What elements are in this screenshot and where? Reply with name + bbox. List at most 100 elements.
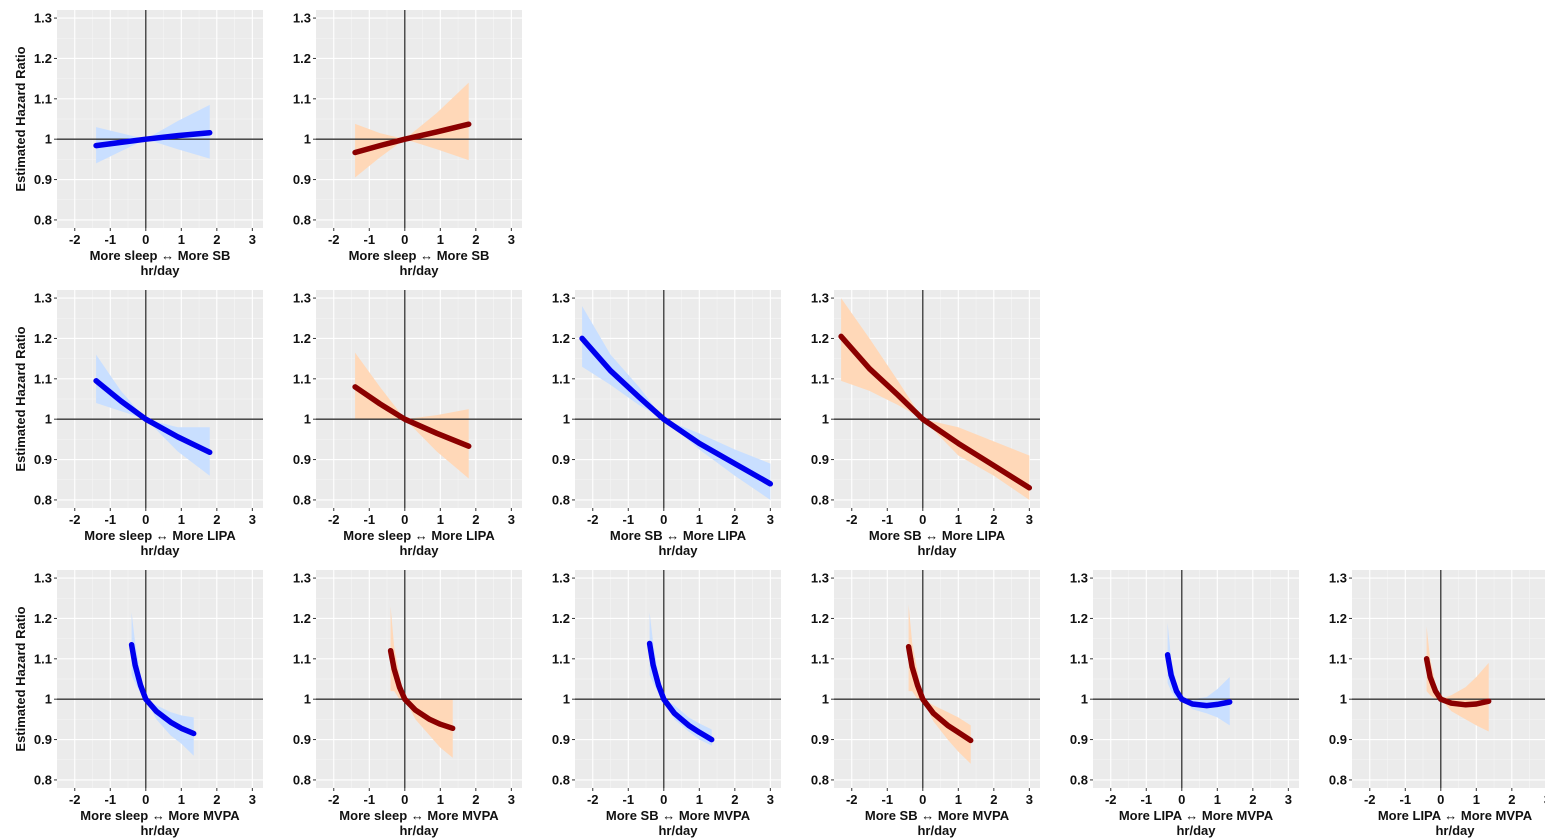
x-tick-label: 3 (508, 792, 515, 807)
x-tick-label: 0 (142, 232, 149, 247)
y-tick-label: 1.2 (34, 331, 52, 346)
x-axis-label: More LIPA ↔ More MVPA (1119, 808, 1274, 823)
y-tick-label: 1.2 (293, 51, 311, 66)
y-tick-label: 1.3 (293, 571, 311, 586)
x-axis-unit: hr/day (1176, 823, 1216, 838)
x-tick-label: 2 (472, 792, 479, 807)
x-tick-label: 1 (955, 792, 962, 807)
y-tick-label: 0.9 (1070, 732, 1088, 747)
x-tick-label: 1 (955, 512, 962, 527)
panel-2-3: 0.8 0.9 1 1.1 1.2 1.3 -2 -1 0 1 2 3 More SB ↔ More L… (552, 290, 781, 558)
x-tick-label: 0 (660, 512, 667, 527)
y-tick-label: 0.8 (1070, 772, 1088, 787)
x-tick-label: 0 (919, 512, 926, 527)
x-axis-unit: hr/day (917, 823, 957, 838)
x-tick-label: 2 (1249, 792, 1256, 807)
y-tick-label: 1.2 (552, 611, 570, 626)
x-tick-label: -2 (587, 792, 599, 807)
x-axis-unit: hr/day (140, 263, 180, 278)
x-axis-label: More sleep ↔ More SB (90, 248, 231, 263)
y-tick-label: 1.2 (293, 611, 311, 626)
x-axis-unit: hr/day (658, 823, 698, 838)
panel-2-1: 0.8 0.9 1 1.1 1.2 1.3 -2 -1 0 1 2 3 More sleep ↔ Mor… (13, 290, 263, 558)
x-tick-label: 3 (249, 512, 256, 527)
x-tick-label: 0 (660, 792, 667, 807)
x-tick-label: 2 (213, 232, 220, 247)
estimate-line (93, 129, 213, 149)
estimate-line (352, 384, 472, 449)
x-tick-label: -2 (1105, 792, 1117, 807)
estimate-line (646, 640, 715, 743)
x-tick-label: -2 (69, 232, 81, 247)
x-axis-label: More SB ↔ More LIPA (610, 528, 747, 543)
y-tick-label: 1.1 (34, 651, 52, 666)
x-tick-label: 1 (1473, 792, 1480, 807)
x-tick-label: 3 (767, 512, 774, 527)
confidence-band (582, 306, 771, 500)
x-tick-label: -2 (846, 512, 858, 527)
y-tick-label: 1 (563, 412, 570, 427)
x-tick-label: 3 (1285, 792, 1292, 807)
x-axis-unit: hr/day (399, 543, 439, 558)
y-tick-label: 1.1 (34, 371, 52, 386)
y-tick-label: 1.3 (293, 291, 311, 306)
x-tick-label: 0 (401, 512, 408, 527)
x-tick-label: 0 (919, 792, 926, 807)
x-tick-label: -2 (328, 512, 340, 527)
confidence-band (841, 298, 1030, 500)
estimate-line (93, 378, 213, 456)
y-tick-label: 0.9 (34, 172, 52, 187)
panel-3-4: 0.8 0.9 1 1.1 1.2 1.3 -2 -1 0 1 2 3 More SB ↔ More M… (811, 570, 1040, 838)
x-axis-unit: hr/day (140, 823, 180, 838)
x-tick-label: 3 (1544, 792, 1545, 807)
x-axis-unit: hr/day (399, 823, 439, 838)
x-tick-label: 3 (249, 792, 256, 807)
x-tick-label: 0 (401, 232, 408, 247)
x-tick-label: -1 (1399, 792, 1411, 807)
y-tick-label: 1.1 (293, 651, 311, 666)
y-tick-label: 1.3 (552, 571, 570, 586)
x-axis-label: More LIPA ↔ More MVPA (1378, 808, 1533, 823)
y-tick-label: 1.3 (552, 291, 570, 306)
x-tick-label: -2 (328, 232, 340, 247)
x-tick-label: 2 (213, 792, 220, 807)
y-tick-label: 1 (822, 412, 829, 427)
x-tick-label: -2 (69, 512, 81, 527)
y-tick-label: 0.8 (1329, 772, 1347, 787)
estimate-line (579, 335, 774, 487)
x-tick-label: 3 (1026, 512, 1033, 527)
x-axis-label: More sleep ↔ More MVPA (80, 808, 240, 823)
y-tick-label: 1.2 (1329, 611, 1347, 626)
x-axis-label: More SB ↔ More MVPA (606, 808, 751, 823)
x-axis-label: More SB ↔ More MVPA (865, 808, 1010, 823)
panel-2-4: 0.8 0.9 1 1.1 1.2 1.3 -2 -1 0 1 2 3 More SB ↔ More L… (811, 290, 1040, 558)
y-tick-label: 1.1 (34, 91, 52, 106)
y-tick-label: 0.9 (811, 452, 829, 467)
x-tick-label: -1 (104, 512, 116, 527)
y-tick-label: 1.3 (811, 291, 829, 306)
y-tick-label: 1.1 (293, 371, 311, 386)
x-tick-label: -1 (104, 792, 116, 807)
y-tick-label: 0.9 (34, 732, 52, 747)
x-tick-label: 3 (1026, 792, 1033, 807)
panel-1-1: 0.8 0.9 1 1.1 1.2 1.3 -2 -1 0 1 2 3 More sleep ↔ Mor… (13, 10, 263, 278)
y-tick-label: 0.9 (293, 732, 311, 747)
y-tick-label: 0.8 (34, 492, 52, 507)
x-tick-label: -2 (328, 792, 340, 807)
x-axis-unit: hr/day (399, 263, 439, 278)
x-tick-label: 3 (508, 232, 515, 247)
y-tick-label: 1.3 (34, 11, 52, 26)
x-tick-label: 1 (1214, 792, 1221, 807)
y-tick-label: 1.2 (811, 331, 829, 346)
y-tick-label: 1.2 (34, 611, 52, 626)
x-tick-label: 2 (472, 232, 479, 247)
x-axis-unit: hr/day (658, 543, 698, 558)
estimate-line (128, 641, 197, 737)
y-tick-label: 1 (304, 132, 311, 147)
y-tick-label: 0.9 (1329, 732, 1347, 747)
panel-3-6: 0.8 0.9 1 1.1 1.2 1.3 -2 -1 0 1 2 3 More LIPA ↔ More… (1329, 570, 1545, 838)
x-axis-unit: hr/day (1435, 823, 1475, 838)
y-tick-label: 1.1 (811, 651, 829, 666)
y-tick-label: 1 (45, 412, 52, 427)
estimate-line (838, 333, 1033, 491)
